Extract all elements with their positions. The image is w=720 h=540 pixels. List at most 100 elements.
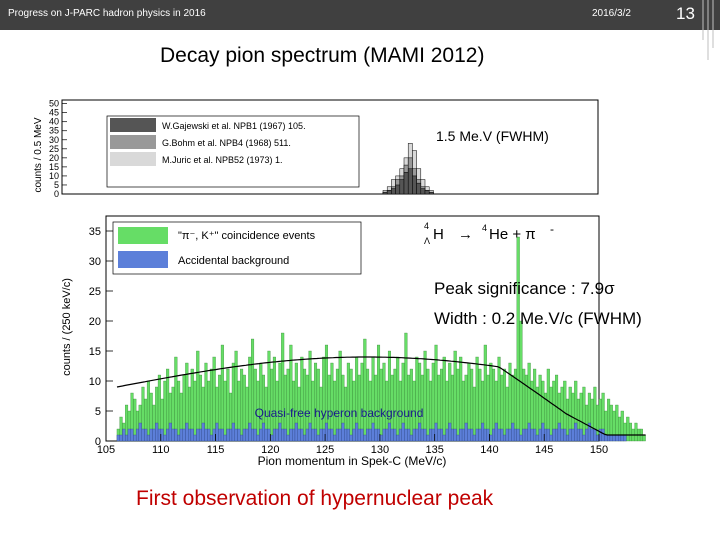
accidental-bar: [303, 434, 307, 442]
accidental-bar: [607, 434, 611, 442]
accidental-bar: [431, 428, 435, 442]
coincidence-bar: [535, 386, 539, 442]
accidental-bar: [133, 434, 137, 442]
top-ytick-label: 50: [49, 99, 59, 109]
legend-text-juric: M.Juric et al. NPB52 (1973) 1.: [162, 155, 283, 165]
accidental-bar: [177, 434, 181, 442]
accidental-bar: [261, 422, 266, 442]
legend-swatch-juric: [110, 152, 156, 166]
accidental-bar: [357, 428, 361, 442]
coincidence-bar: [338, 350, 342, 442]
accidental-bar: [327, 428, 331, 442]
accidental-bar: [544, 428, 548, 442]
accidental-bar: [497, 428, 501, 442]
top-ytick-label: 45: [49, 108, 59, 118]
accidental-bar: [494, 422, 498, 442]
coincidence-bar: [240, 368, 244, 442]
top-legend: W.Gajewski et al. NPB1 (1967) 105. G.Boh…: [106, 115, 360, 188]
accidental-bar: [141, 428, 145, 442]
legend-swatch-accidental: [118, 251, 168, 268]
top-bar: [407, 168, 413, 195]
coincidence-bar: [209, 368, 213, 442]
coincidence-bar: [300, 356, 304, 442]
bottom-xtick-label: 140: [480, 444, 498, 456]
accidental-bar: [324, 422, 329, 442]
coincidence-bar: [516, 236, 520, 442]
coincidence-bar: [363, 338, 367, 442]
accidental-bar: [470, 428, 474, 442]
accidental-bar: [461, 428, 465, 442]
accidental-bar: [445, 428, 449, 442]
coincidence-bar: [234, 350, 238, 442]
accidental-bar: [135, 428, 140, 442]
accidental-bar: [393, 428, 397, 442]
accidental-bar: [502, 434, 507, 442]
accidental-bar: [492, 428, 496, 442]
accidental-bar: [579, 428, 583, 442]
accidental-bar: [220, 428, 224, 442]
accidental-bar: [163, 434, 167, 442]
accidental-bar: [305, 428, 309, 442]
coincidence-bar: [404, 332, 408, 442]
slide-number: 13: [676, 4, 695, 23]
accidental-bar: [259, 428, 263, 442]
accidental-bar: [248, 422, 252, 442]
accidental-bar: [363, 434, 367, 442]
quasi-free-fit-curve: [116, 356, 646, 436]
accidental-bar: [456, 434, 460, 442]
accidental-bar: [429, 428, 433, 442]
coincidence-bar: [483, 344, 487, 442]
accidental-bar: [448, 422, 452, 442]
legend-text-accidental: Accidental background: [178, 255, 289, 267]
accidental-bar: [289, 428, 293, 442]
bottom-xtick-label: 145: [535, 444, 553, 456]
accidental-bar: [218, 428, 222, 442]
accidental-bar: [253, 428, 257, 442]
coincidence-bar: [453, 350, 457, 442]
accidental-bar: [549, 434, 553, 442]
accidental-bar: [198, 428, 203, 442]
coincidence-bar: [415, 356, 419, 442]
accidental-bar: [264, 428, 268, 442]
accidental-bar: [574, 422, 578, 442]
accidental-bar: [426, 434, 430, 442]
accidental-bar: [464, 422, 468, 442]
accidental-bar: [226, 428, 230, 442]
accidental-bar: [168, 422, 172, 442]
accidental-bar: [604, 434, 608, 442]
accidental-bar: [270, 434, 274, 442]
accidental-bar: [387, 422, 391, 442]
bottom-ytick-label: 15: [89, 346, 101, 358]
accidental-bar: [415, 428, 419, 442]
header-bar: [0, 0, 720, 30]
accidental-bar: [311, 428, 315, 442]
bottom-xlabel: Pion momentum in Spek-C (MeV/c): [258, 454, 447, 468]
reaction-minus: -: [550, 222, 554, 236]
bottom-xtick-label: 150: [590, 444, 608, 456]
accidental-bar: [565, 434, 570, 442]
bottom-ytick-label: 0: [95, 436, 101, 448]
accidental-bar: [341, 422, 345, 442]
accidental-bar: [212, 428, 216, 442]
bottom-ytick-label: 25: [89, 286, 101, 298]
accidental-bar: [231, 422, 235, 442]
top-bar: [382, 191, 388, 195]
accidental-bar: [152, 428, 156, 442]
accidental-bar: [366, 428, 370, 442]
top-bar: [403, 172, 409, 195]
accidental-bar: [330, 428, 334, 442]
coincidence-bar: [163, 380, 167, 442]
coincidence-bar: [549, 386, 553, 442]
accidental-bar: [379, 434, 383, 442]
accidental-bar: [396, 434, 400, 442]
bottom-xtick-label: 105: [97, 444, 115, 456]
accidental-bar: [275, 428, 279, 442]
accidental-bar: [552, 428, 556, 442]
coincidence-bar: [582, 386, 586, 442]
accidental-bar: [174, 428, 178, 442]
accidental-bar: [404, 428, 408, 442]
accidental-bar: [450, 428, 454, 442]
accidental-bar: [297, 428, 301, 442]
accidental-bar: [157, 428, 161, 442]
accidental-bar: [344, 428, 348, 442]
